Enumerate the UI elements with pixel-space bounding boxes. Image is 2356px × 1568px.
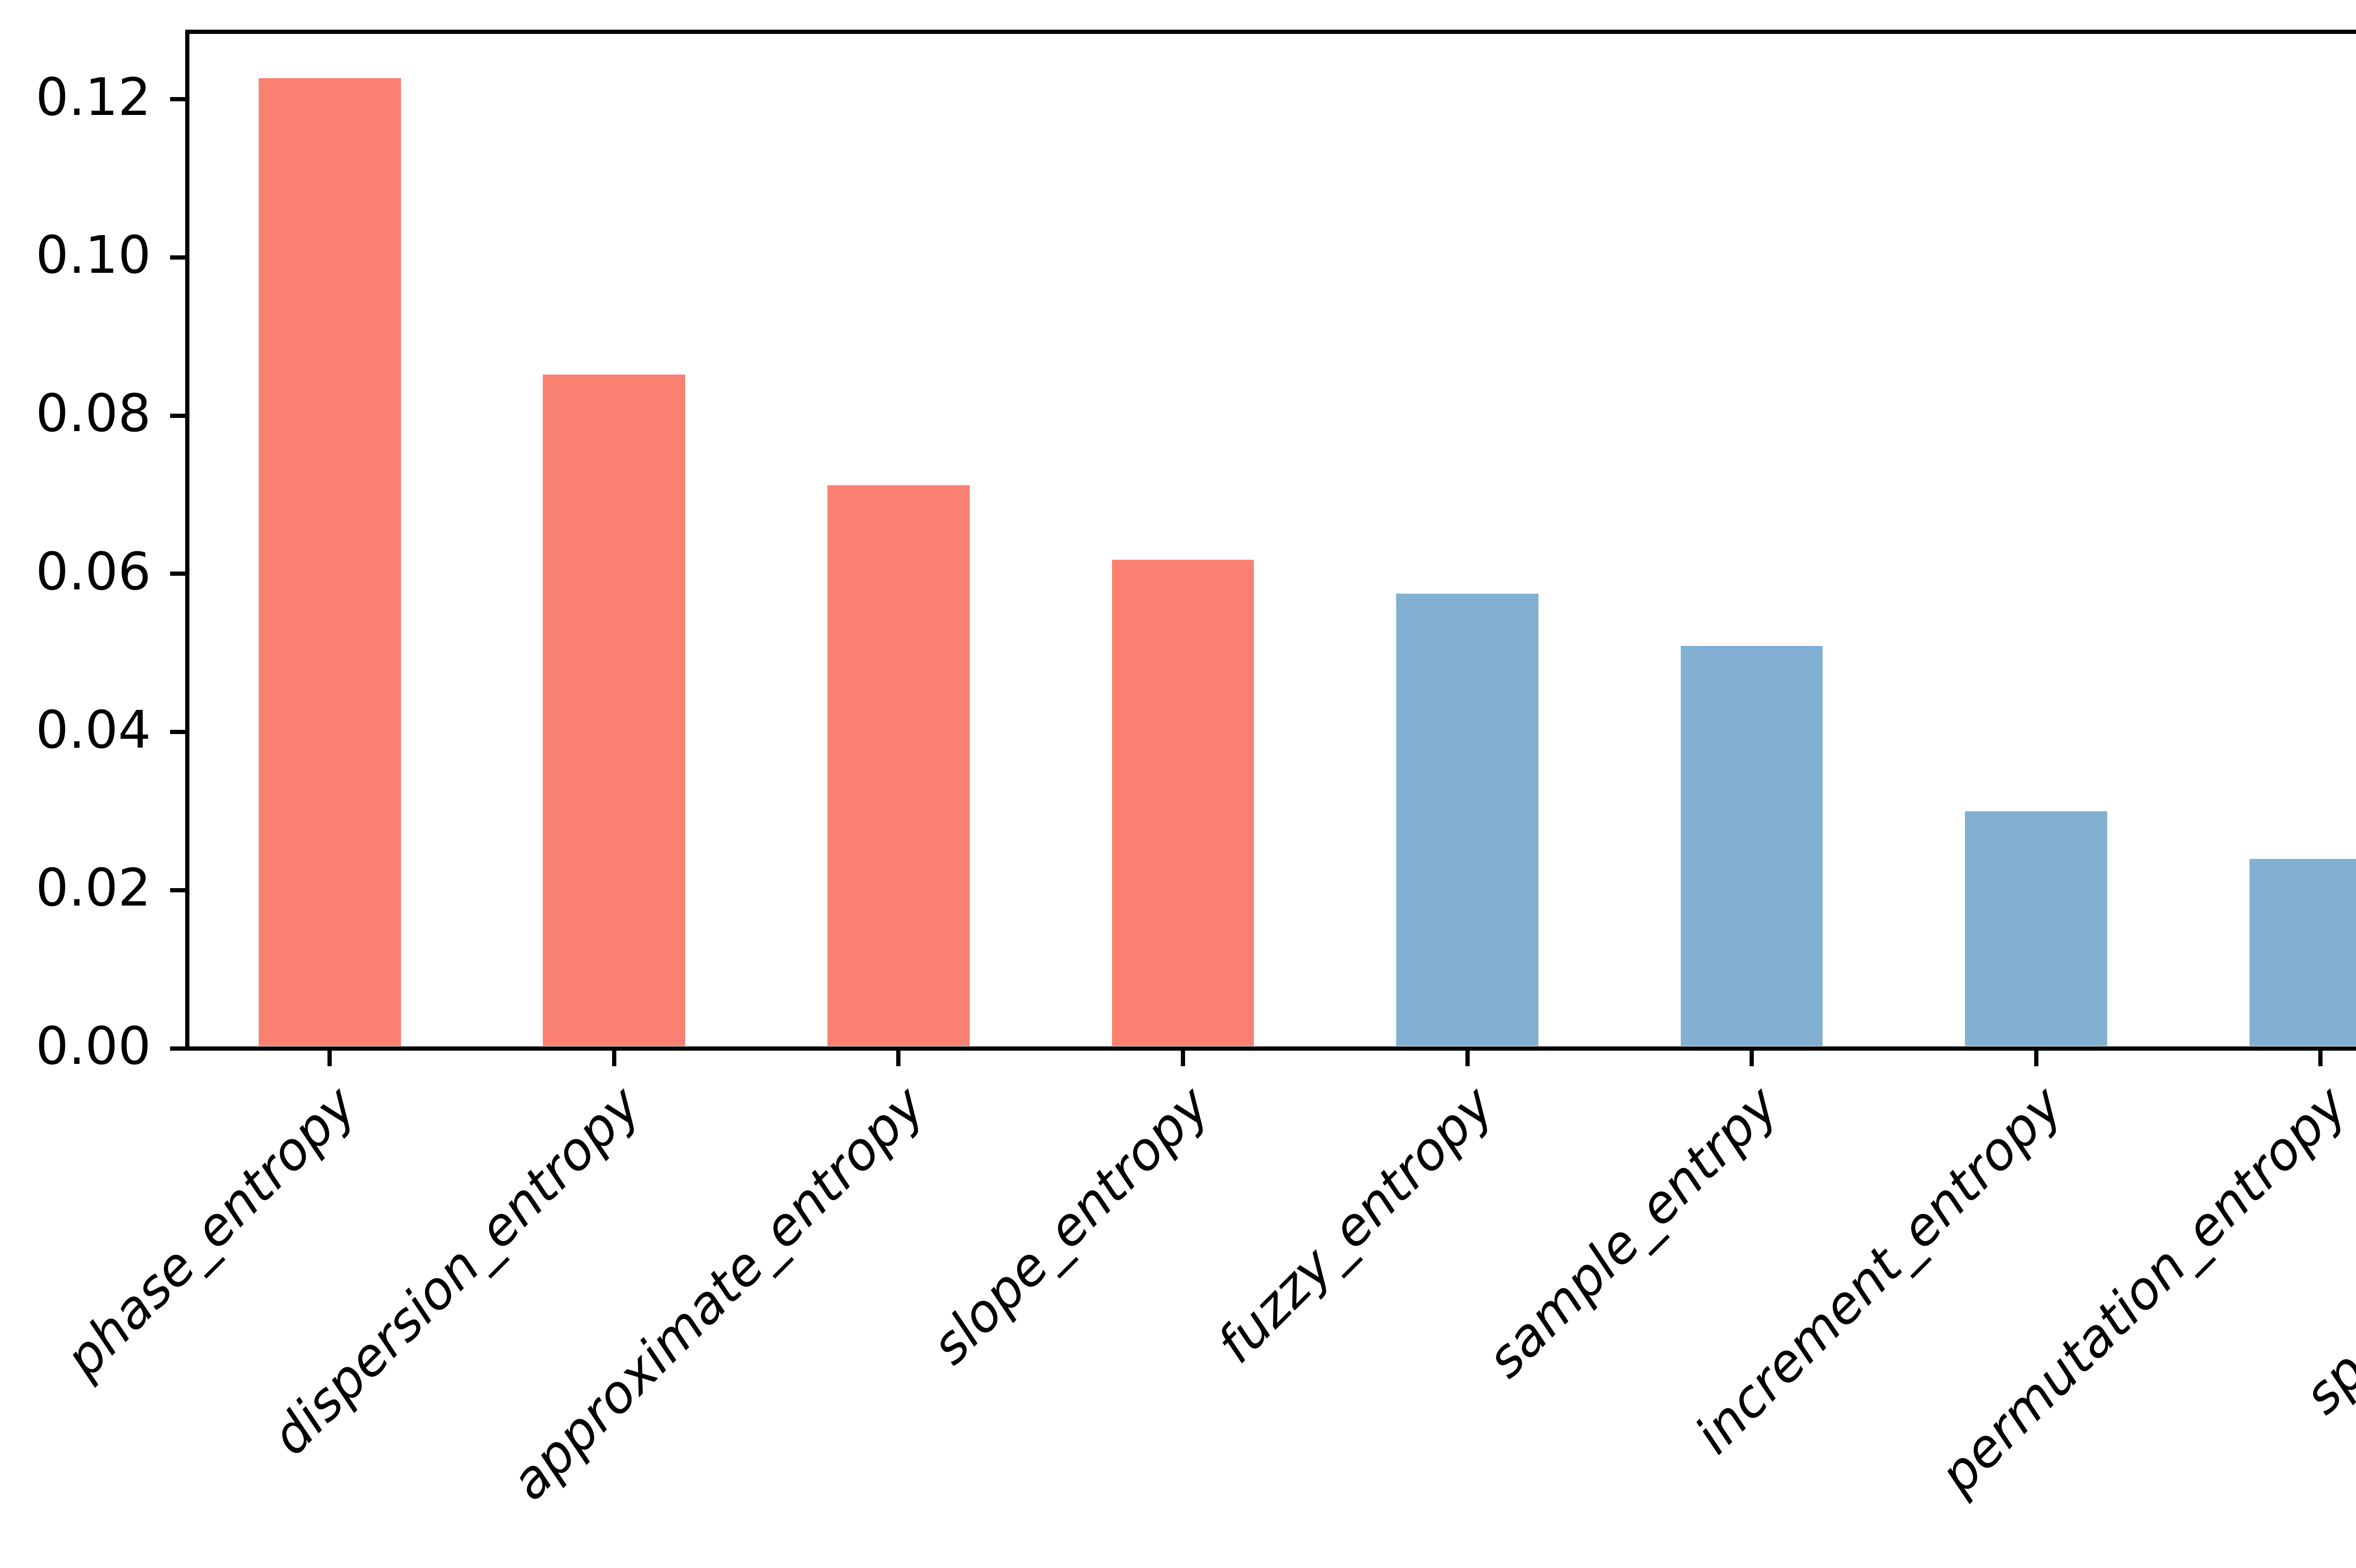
x-tick-label-phase_entropy: phase_entropy: [53, 1074, 368, 1389]
x-tick-mark: [896, 1050, 901, 1066]
x-tick-mark: [2318, 1050, 2323, 1066]
x-tick-label-fuzzy_entropy: fuzzy_entropy: [1205, 1074, 1505, 1374]
y-tick-mark: [170, 255, 186, 260]
y-tick-mark: [170, 1046, 186, 1051]
y-tick-label: 0.04: [35, 699, 151, 760]
plot-area: [185, 30, 2356, 1051]
x-tick-mark: [1750, 1050, 1754, 1066]
bar-slope_entropy: [1112, 560, 1254, 1046]
y-tick-label: 0.00: [35, 1015, 151, 1076]
bar-permutation_entropy: [2249, 858, 2356, 1046]
bar-sample_entrpy: [1680, 646, 1823, 1046]
y-tick-mark: [170, 730, 186, 735]
x-tick-mark: [612, 1050, 616, 1066]
y-tick-label: 0.06: [35, 541, 151, 602]
bar-increment_entropy: [1965, 811, 2107, 1046]
y-tick-label: 0.12: [35, 66, 151, 127]
bar-fuzzy_entropy: [1396, 594, 1538, 1046]
x-tick-mark: [1180, 1050, 1185, 1066]
x-tick-mark: [327, 1050, 332, 1066]
y-tick-label: 0.10: [35, 225, 151, 286]
x-tick-mark: [2034, 1050, 2038, 1066]
y-tick-mark: [170, 413, 186, 418]
bar-approximate_entropy: [827, 485, 970, 1046]
bar-dispersion_entropy: [543, 375, 686, 1046]
x-tick-mark: [1465, 1050, 1470, 1066]
x-tick-label-slope_entropy: slope_entropy: [919, 1074, 1221, 1376]
y-tick-mark: [170, 97, 186, 102]
y-tick-label: 0.08: [35, 383, 151, 443]
y-tick-mark: [170, 888, 186, 892]
x-tick-label-sample_entrpy: sample_entrpy: [1475, 1074, 1790, 1389]
bar-phase_entropy: [258, 78, 401, 1046]
y-tick-mark: [170, 572, 186, 576]
y-tick-label: 0.02: [35, 858, 151, 918]
